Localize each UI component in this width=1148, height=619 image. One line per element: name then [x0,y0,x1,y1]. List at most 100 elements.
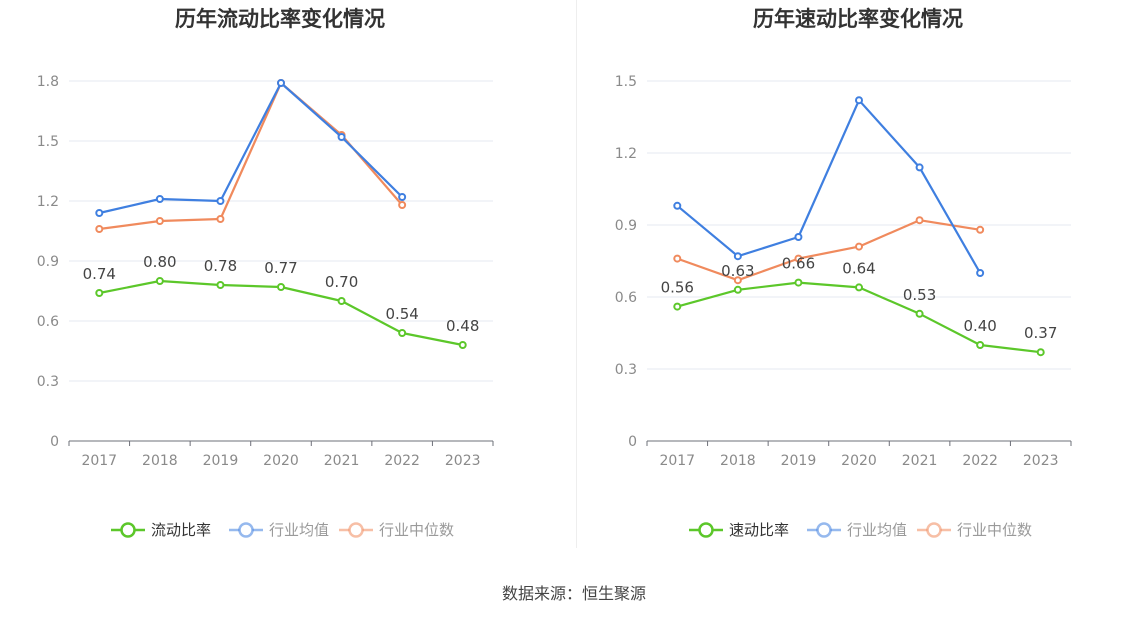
data-label: 0.80 [143,253,176,271]
legend-label: 行业中位数 [957,521,1032,539]
legend-marker [816,522,832,538]
legend-marker [926,522,942,538]
chart-divider [576,0,577,548]
data-point [855,96,863,105]
y-tick-label: 0 [50,434,59,450]
data-point [794,233,803,241]
data-point [976,341,985,349]
data-point [277,79,285,87]
chart-title: 历年流动比率变化情况 [175,7,385,31]
data-point [733,276,742,285]
data-point [458,341,467,349]
data-point [1036,348,1045,357]
data-label: 0.63 [721,262,754,280]
legend-label: 行业中位数 [379,521,454,539]
data-point [855,283,863,292]
data-point [216,215,225,223]
legend-marker [238,522,254,538]
x-tick-label: 2022 [962,453,998,469]
legend-item: 行业均值 [229,521,329,539]
data-point [976,225,985,234]
y-tick-label: 0 [628,434,637,450]
data-point [95,209,104,217]
data-point [673,201,682,210]
series-line [99,81,403,231]
legend-label: 速动比率 [729,521,789,539]
data-point [398,193,407,201]
x-tick-label: 2021 [902,453,938,469]
x-tick-label: 2017 [81,453,117,469]
current-ratio-chart-svg: 历年流动比率变化情况 0 0.3 0.6 0.9 1.2 1.5 1.8 2017 2018 201… [37,7,494,539]
data-label: 0.78 [204,257,237,275]
y-tick-label: 1.5 [37,134,59,150]
data-point [915,216,924,225]
legend-marker [698,522,714,538]
data-label: 0.48 [446,317,479,335]
data-point [155,217,164,225]
data-point [95,225,104,233]
data-point [915,163,924,172]
series-line [676,219,981,282]
y-tick-label: 1.2 [37,194,59,210]
data-point [155,277,164,285]
current-ratio-chart: 历年流动比率变化情况 0 0.3 0.6 0.9 1.2 1.5 1.8 2017 2018 201… [0,0,576,552]
legend-item: 行业中位数 [917,521,1032,539]
legend-marker [348,522,364,538]
data-label: 0.64 [842,259,875,277]
data-point [976,269,985,277]
x-tick-label: 2019 [781,453,817,469]
data-point [216,281,225,289]
data-point [155,195,164,203]
data-point [855,242,863,251]
data-point [794,278,803,287]
legend-item: 流动比率 [111,521,211,539]
y-tick-label: 0.9 [615,218,637,234]
data-point [337,297,346,305]
y-tick-label: 0.3 [37,374,59,390]
data-point [673,302,682,311]
series-line [676,99,982,274]
x-tick-label: 2022 [384,453,420,469]
y-tick-label: 0.6 [615,290,637,306]
y-tick-label: 1.5 [615,74,637,90]
data-label: 0.37 [1024,324,1057,342]
data-point [733,252,742,261]
y-tick-label: 0.3 [615,362,637,378]
data-label: 0.56 [661,279,694,297]
quick-ratio-chart-svg: 历年速动比率变化情况 0 0.3 0.6 0.9 1.2 1.5 2017 2018 2019 20… [615,7,1072,539]
data-point [216,197,225,205]
data-source-note: 数据来源：恒生聚源 [501,584,646,603]
y-tick-label: 1.2 [615,146,637,162]
data-point [398,329,407,337]
x-tick-label: 2023 [445,453,481,469]
data-label: 0.66 [782,255,815,273]
data-point [277,283,285,291]
data-label: 0.40 [963,317,996,335]
x-tick-label: 2018 [142,453,178,469]
x-tick-label: 2020 [263,453,299,469]
legend-item: 行业均值 [807,521,907,539]
data-label: 0.77 [264,259,297,277]
x-tick-label: 2019 [203,453,239,469]
y-tick-label: 0.9 [37,254,59,270]
chart-title: 历年速动比率变化情况 [753,7,963,31]
legend-label: 行业均值 [269,521,329,539]
x-tick-label: 2018 [720,453,756,469]
data-label: 0.54 [385,305,418,323]
legend-item: 速动比率 [689,521,789,539]
x-tick-label: 2023 [1023,453,1059,469]
data-point [733,285,742,294]
data-label: 0.53 [903,286,936,304]
quick-ratio-chart: 历年速动比率变化情况 0 0.3 0.6 0.9 1.2 1.5 2017 2018 2019 20… [578,0,1148,552]
legend-label: 流动比率 [151,521,211,539]
x-tick-label: 2021 [324,453,360,469]
x-tick-label: 2017 [659,453,695,469]
legend-label: 行业均值 [847,521,907,539]
data-point [398,201,407,209]
legend-marker [120,522,136,538]
data-label: 0.74 [83,265,116,283]
data-point [915,309,924,318]
data-point [337,133,346,141]
x-tick-label: 2020 [841,453,877,469]
series-line [99,81,403,215]
